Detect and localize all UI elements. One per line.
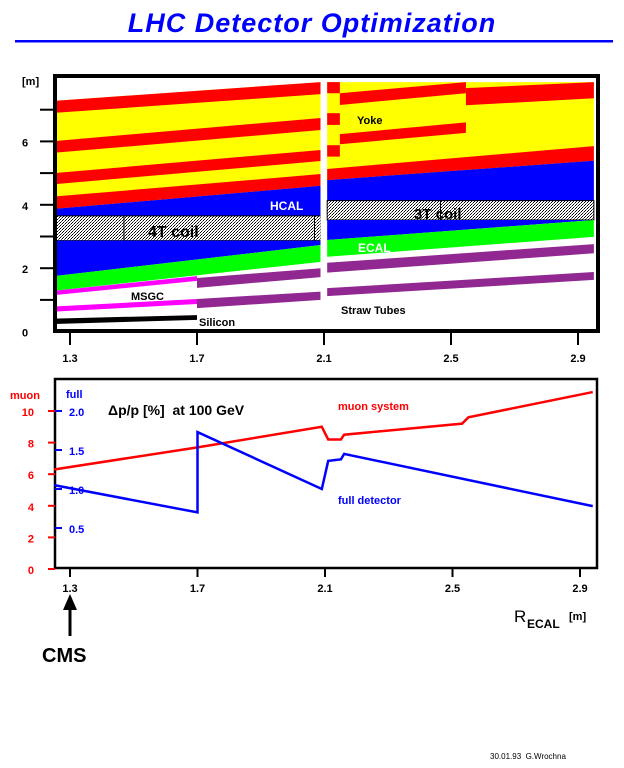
top-frame <box>53 74 600 333</box>
left-y-tick-label: 10 <box>22 407 34 419</box>
layer-hcal <box>327 220 594 240</box>
x-axis-title-main: R <box>514 607 526 626</box>
x-tick-label: 2.1 <box>316 353 331 365</box>
label-4t-coil: 4T coil <box>148 224 199 241</box>
legend-full-detector: full detector <box>338 495 402 507</box>
cms-annotation: CMS <box>42 645 86 667</box>
gap-divider <box>320 78 327 331</box>
layer-yoke-iron <box>339 82 466 105</box>
y-tick-label: 6 <box>22 137 28 149</box>
left-axis-label: muon <box>10 390 40 402</box>
label-hcal: HCAL <box>270 199 303 213</box>
legend-muon-system: muon system <box>338 401 409 413</box>
x-tick-label: 1.3 <box>62 583 77 595</box>
y-tick-label: 4 <box>22 201 29 213</box>
layer-yoke-iron <box>327 82 340 94</box>
layer-hcal <box>327 160 594 201</box>
label-3t-coil: 3T coil <box>414 206 462 223</box>
layer-ecal <box>54 245 321 291</box>
layer-straw <box>197 268 321 288</box>
label-silicon: Silicon <box>199 317 235 329</box>
label-msgc: MSGC <box>131 291 164 303</box>
layer-yoke-iron <box>54 174 321 209</box>
detector-layers <box>53 82 595 324</box>
x-axis-title: R ECAL [m] <box>514 607 586 631</box>
left-y-tick-label: 0 <box>28 565 34 577</box>
layer-yoke-iron <box>54 149 321 185</box>
x-tick-label: 1.7 <box>189 353 204 365</box>
x-tick-label: 2.1 <box>317 583 332 595</box>
layer-yoke-iron <box>339 122 466 145</box>
right-y-tick-label: 0.5 <box>69 524 84 536</box>
layer-msgc <box>54 276 197 296</box>
layer-straw <box>327 244 594 273</box>
layer-hcal <box>54 240 321 277</box>
left-y-tick-label: 8 <box>28 439 34 451</box>
layer-yoke-iron <box>327 146 594 181</box>
layer-yoke-iron <box>54 117 321 153</box>
label-straw-tubes: Straw Tubes <box>341 305 406 317</box>
y-tick-label: 2 <box>22 264 28 276</box>
chart-title: Δp/p [%] at 100 GeV <box>108 402 245 418</box>
x-axis-title-sub: ECAL <box>527 617 560 631</box>
layer-ecal <box>327 220 594 257</box>
layer-hcal <box>54 185 321 216</box>
layer-silicon <box>54 315 197 324</box>
label-ecal: ECAL <box>358 241 391 255</box>
layer-yoke-iron <box>54 82 321 113</box>
layer-yoke-iron <box>465 82 594 106</box>
y-tick-label: 0 <box>22 328 28 340</box>
x-tick-label: 2.9 <box>572 583 587 595</box>
top-axes: 0 2 4 6 1.3 1.7 2.1 2.5 2.9 <box>22 108 586 365</box>
x-tick-label: 2.5 <box>445 583 460 595</box>
series-lines <box>53 390 594 514</box>
left-y-tick-label: 6 <box>28 470 34 482</box>
right-y-tick-label: 1.5 <box>69 446 84 458</box>
x-tick-label: 2.5 <box>443 353 458 365</box>
layer-yoke-iron <box>327 113 340 125</box>
cms-arrow-icon <box>63 594 77 636</box>
right-axis-label: full <box>66 389 83 401</box>
layer-msgc <box>54 298 197 312</box>
series-line-full-detector <box>53 430 594 514</box>
layer-straw <box>327 272 594 297</box>
title-underline <box>15 40 613 43</box>
series-line-muon-system <box>53 390 593 471</box>
x-tick-label: 1.7 <box>190 583 205 595</box>
y-unit-label: [m] <box>22 76 39 88</box>
footer-credit: 30.01.93 G.Wrochna <box>490 752 566 761</box>
x-tick-label: 2.9 <box>570 353 585 365</box>
detector-layout-chart: 0 2 4 6 1.3 1.7 2.1 2.5 2.9 [m] HCAL 4T coil MSG… <box>22 74 600 365</box>
label-yoke: Yoke <box>357 115 382 127</box>
right-y-tick-label: 2.0 <box>69 407 84 419</box>
layer-straw <box>197 291 321 309</box>
left-y-tick-label: 2 <box>28 533 34 545</box>
layer-yoke-iron <box>327 145 340 157</box>
page-title: LHC Detector Optimization <box>128 8 497 38</box>
left-y-tick-label: 4 <box>28 502 35 514</box>
x-axis-title-unit: [m] <box>569 611 586 623</box>
x-tick-label: 1.3 <box>62 353 77 365</box>
